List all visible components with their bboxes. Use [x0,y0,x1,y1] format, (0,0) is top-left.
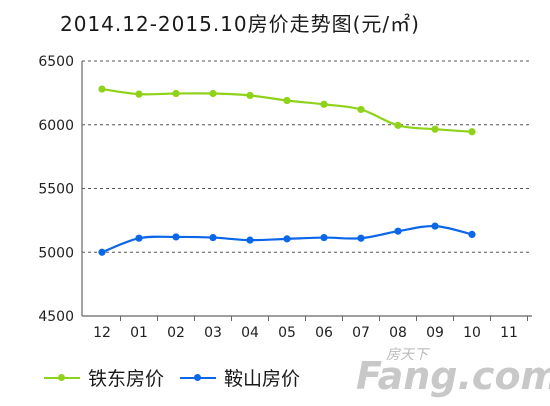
watermark-cn: 房天下 [386,347,428,363]
data-point-s1-9 [431,222,439,230]
legend-item-anshan: 鞍山房价 [180,364,300,391]
x-tick-label: 10 [463,325,481,341]
x-tick-label: 03 [204,325,222,341]
data-point-s1-10 [468,230,476,238]
y-tick-label: 5000 [38,245,74,261]
data-point-s1-1 [135,234,143,242]
data-point-s1-7 [357,234,365,242]
x-tick-label: 07 [352,325,370,341]
data-point-s1-0 [98,248,106,256]
data-point-s0-8 [394,121,402,129]
data-point-s1-5 [283,235,291,243]
legend-item-tiedong: 铁东房价 [44,364,164,391]
data-point-s0-1 [135,90,143,98]
x-tick-label: 09 [426,325,444,341]
x-tick-labels: 12 01 02 03 04 05 06 07 08 09 10 11 [93,325,518,341]
grid-lines [82,60,532,253]
legend-label-tiedong: 铁东房价 [88,368,165,390]
y-tick-label: 6000 [38,118,74,134]
x-tick-label: 06 [315,325,333,341]
data-point-s1-4 [246,236,254,244]
y-tick-label: 4500 [38,309,74,325]
x-tick-label: 01 [130,325,148,341]
x-tick-label: 05 [278,325,296,341]
data-point-s0-5 [283,96,291,105]
y-tick-label: 5500 [38,182,74,198]
data-point-s0-2 [172,89,180,98]
y-tick-labels: 4500 5000 5500 6000 6500 [38,54,74,325]
data-point-s0-10 [468,128,476,136]
data-point-s1-8 [394,227,402,235]
data-point-s1-6 [320,233,328,242]
series-line-0 [101,87,473,133]
x-tick-label: 02 [167,325,185,341]
data-point-s0-4 [246,91,254,100]
chart-title: 2014.12-2015.10房价走势图(元/㎡) [60,12,420,36]
data-point-s0-3 [209,89,217,98]
data-point-s0-6 [320,100,328,108]
legend-label-anshan: 鞍山房价 [224,368,301,390]
axes [81,61,532,321]
data-point-s0-0 [98,85,106,93]
data-point-s0-7 [357,105,365,114]
x-tick-label: 04 [241,325,259,341]
y-tick-label: 6500 [38,54,74,70]
series-lines [98,85,476,256]
watermark-en: Fang.com [356,354,550,398]
legend-swatch-anshan [180,373,216,381]
x-tick-label: 08 [389,325,407,341]
x-tick-label: 12 [93,325,111,341]
data-point-s1-2 [172,233,180,241]
x-tick-label: 11 [500,325,518,341]
legend-swatch-tiedong [44,373,80,381]
data-point-s1-3 [209,233,217,242]
fang-watermark-logo: 房天下 Fang.com [356,340,550,400]
data-point-s0-9 [431,125,439,133]
